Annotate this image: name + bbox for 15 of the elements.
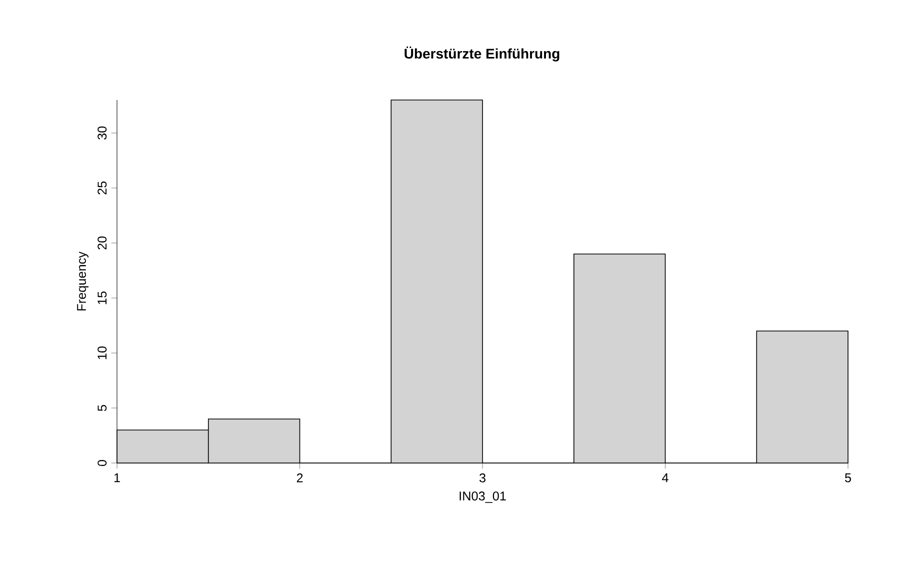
x-axis-title: IN03_01 (460, 492, 506, 503)
y-tick-label: 5 (98, 404, 107, 412)
y-axis-title: Frequency (77, 252, 88, 310)
y-tick-label: 30 (98, 126, 107, 140)
x-tick-label: 1 (114, 473, 120, 482)
x-tick-label: 2 (296, 473, 303, 482)
chart-title: Überstürzte Einführung (404, 46, 560, 62)
x-tick-label: 3 (479, 473, 486, 482)
x-tick-label: 4 (662, 473, 668, 482)
x-tick-label: 5 (844, 473, 852, 482)
y-tick-label: 15 (98, 291, 107, 304)
y-tick-label: 20 (98, 236, 107, 250)
y-tick-label: 0 (98, 460, 107, 466)
y-tick-label: 10 (98, 346, 107, 360)
y-tick-label: 25 (98, 181, 107, 194)
